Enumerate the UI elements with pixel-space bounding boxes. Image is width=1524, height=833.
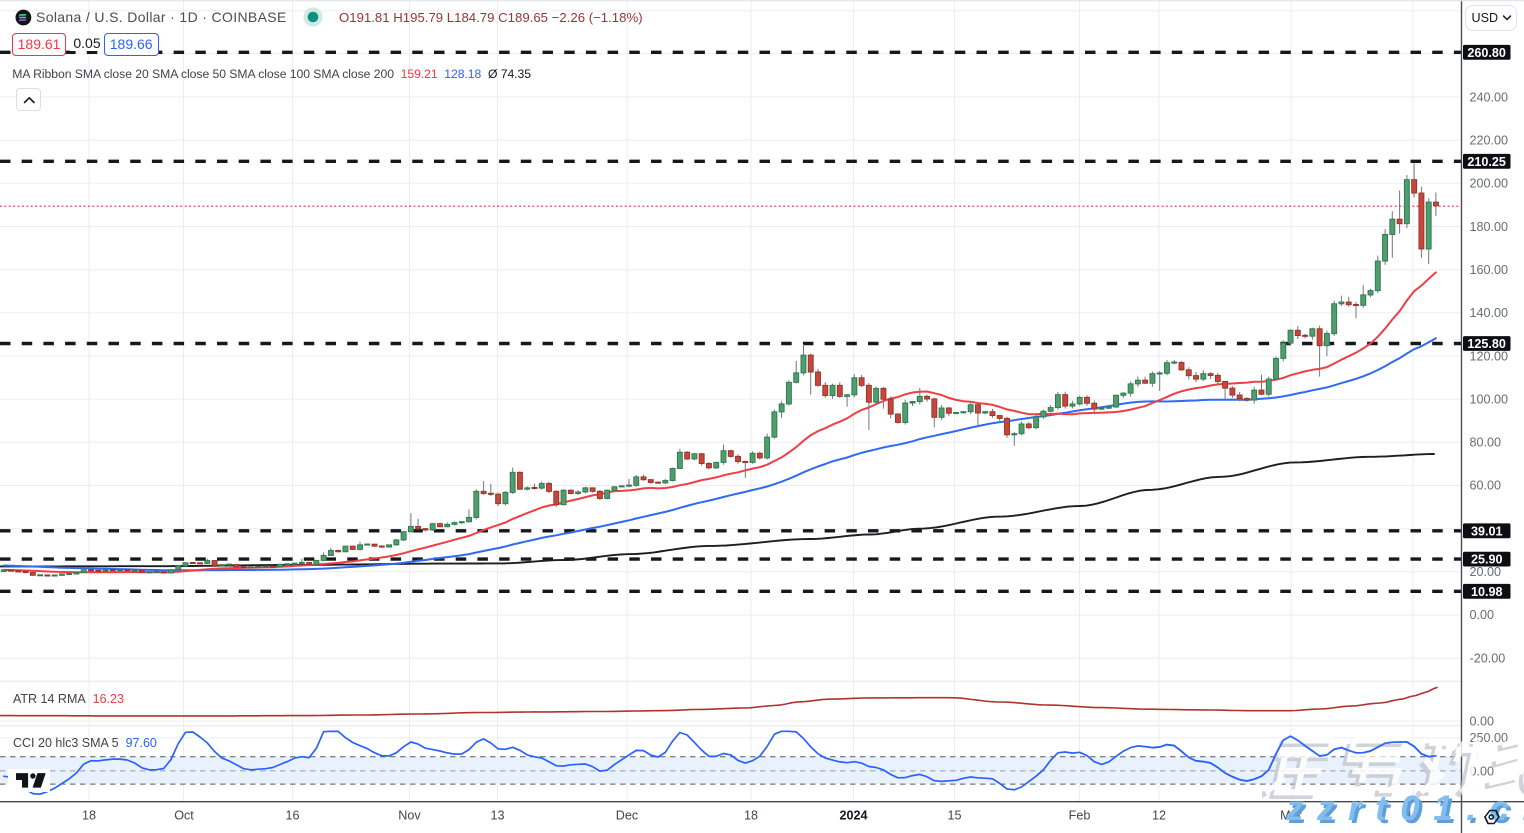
svg-text:100.00: 100.00 bbox=[1470, 392, 1509, 406]
svg-text:0.00: 0.00 bbox=[1470, 764, 1495, 778]
svg-text:-20.00: -20.00 bbox=[1470, 651, 1506, 665]
svg-text:60.00: 60.00 bbox=[1470, 479, 1502, 493]
svg-text:200.00: 200.00 bbox=[1470, 177, 1509, 191]
svg-text:240.00: 240.00 bbox=[1470, 90, 1509, 104]
svg-text:80.00: 80.00 bbox=[1470, 436, 1502, 450]
svg-text:25.90: 25.90 bbox=[1471, 553, 1503, 567]
svg-text:0.00: 0.00 bbox=[1470, 714, 1495, 728]
svg-text:10.98: 10.98 bbox=[1471, 585, 1503, 599]
svg-text:180.00: 180.00 bbox=[1470, 220, 1509, 234]
svg-text:160.00: 160.00 bbox=[1470, 263, 1509, 277]
svg-text:15: 15 bbox=[947, 809, 961, 823]
svg-text:Oct: Oct bbox=[174, 809, 194, 823]
svg-text:2024: 2024 bbox=[839, 809, 867, 823]
svg-text:18: 18 bbox=[82, 809, 96, 823]
svg-text:Nov: Nov bbox=[398, 809, 421, 823]
svg-text:Feb: Feb bbox=[1069, 809, 1091, 823]
svg-text:39.01: 39.01 bbox=[1471, 524, 1503, 538]
svg-text:220.00: 220.00 bbox=[1470, 134, 1509, 148]
svg-text:18: 18 bbox=[1406, 809, 1420, 823]
svg-text:13: 13 bbox=[490, 809, 504, 823]
svg-text:Mar: Mar bbox=[1280, 809, 1302, 823]
svg-text:Dec: Dec bbox=[616, 809, 638, 823]
svg-text:125.80: 125.80 bbox=[1467, 337, 1506, 351]
svg-text:12: 12 bbox=[1152, 809, 1166, 823]
svg-text:140.00: 140.00 bbox=[1470, 306, 1509, 320]
svg-text:20.00: 20.00 bbox=[1470, 565, 1502, 579]
svg-text:16: 16 bbox=[285, 809, 299, 823]
svg-text:260.80: 260.80 bbox=[1467, 46, 1506, 60]
svg-text:18: 18 bbox=[744, 809, 758, 823]
svg-text:0.00: 0.00 bbox=[1470, 608, 1495, 622]
svg-text:120.00: 120.00 bbox=[1470, 349, 1509, 363]
svg-text:210.25: 210.25 bbox=[1467, 155, 1506, 169]
